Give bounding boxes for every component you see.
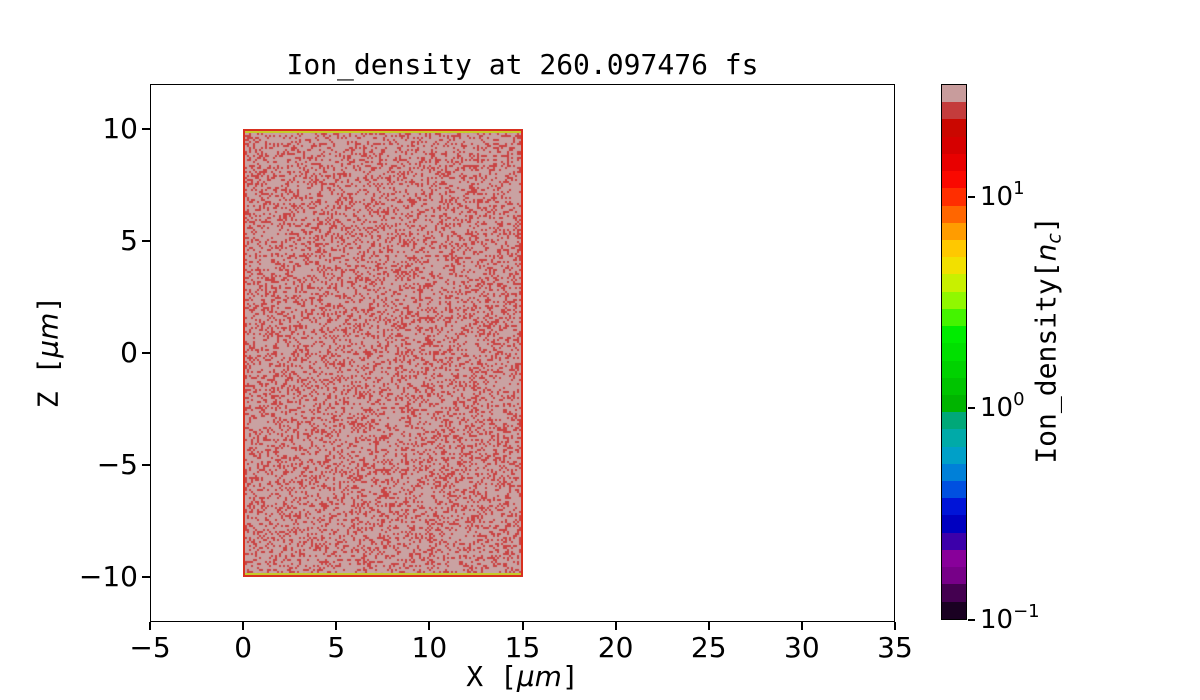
colorbar	[941, 84, 967, 620]
colorbar-band	[942, 446, 966, 464]
colorbar-band	[942, 429, 966, 447]
colorbar-band	[942, 119, 966, 137]
colorbar-tick-label: 10−1	[980, 601, 1040, 635]
y-axis-label-suffix: ]	[31, 295, 65, 313]
colorbar-band	[942, 360, 966, 378]
colorbar-band	[942, 291, 966, 309]
plasma-top-edge-stripe	[245, 131, 521, 133]
colorbar-band	[942, 498, 966, 516]
y-tick-mark	[142, 464, 150, 467]
x-tick-mark	[614, 622, 617, 630]
colorbar-band	[942, 308, 966, 327]
x-axis-label-prefix: X [	[466, 660, 517, 693]
colorbar-tick-base: 10	[980, 181, 1014, 212]
x-tick-label: 0	[234, 631, 253, 664]
x-tick-mark	[335, 622, 338, 630]
colorbar-band	[942, 412, 966, 430]
colorbar-tick-exponent: 0	[1013, 389, 1025, 411]
colorbar-band	[942, 549, 966, 568]
y-tick-label: 5	[120, 223, 138, 257]
x-tick-mark	[428, 622, 431, 630]
colorbar-tick-mark	[968, 195, 975, 198]
x-tick-label: 5	[327, 631, 346, 664]
colorbar-band	[942, 102, 966, 120]
colorbar-label-math-n: n	[1029, 243, 1063, 262]
y-tick-label: −5	[96, 447, 138, 481]
colorbar-label: Ion_density[nc]	[1029, 216, 1066, 464]
x-tick-mark	[800, 622, 803, 630]
colorbar-band	[942, 326, 966, 344]
colorbar-band	[942, 274, 966, 292]
x-tick-mark	[707, 622, 710, 630]
colorbar-tick-label: 101	[980, 178, 1025, 212]
y-tick-mark	[142, 239, 150, 242]
colorbar-band	[942, 85, 966, 103]
colorbar-tick-base: 10	[980, 605, 1014, 635]
colorbar-band	[942, 257, 966, 275]
y-tick-label: 10	[102, 111, 138, 145]
colorbar-band	[942, 584, 966, 602]
y-tick-mark	[142, 576, 150, 579]
colorbar-band	[942, 222, 966, 240]
x-tick-label: 25	[690, 631, 727, 664]
colorbar-band	[942, 205, 966, 223]
x-tick-label: 15	[504, 631, 541, 664]
colorbar-band	[942, 394, 966, 413]
colorbar-label-suffix: ]	[1029, 216, 1063, 234]
speckle-canvas	[245, 131, 521, 575]
colorbar-band	[942, 481, 966, 499]
colorbar-tick-exponent: 1	[1013, 177, 1025, 199]
y-tick-mark	[142, 127, 150, 130]
y-tick-mark	[142, 352, 150, 354]
y-tick-label: 0	[120, 335, 138, 369]
y-tick-label: −10	[78, 559, 138, 593]
colorbar-band	[942, 153, 966, 172]
colorbar-label-math-sub: c	[1043, 233, 1066, 244]
colorbar-tick-mark	[968, 619, 975, 621]
colorbar-band	[942, 343, 966, 361]
colorbar-band	[942, 136, 966, 154]
x-tick-mark	[894, 622, 896, 630]
colorbar-band	[942, 239, 966, 258]
colorbar-band	[942, 515, 966, 533]
colorbar-band	[942, 532, 966, 550]
x-tick-mark	[242, 622, 245, 630]
colorbar-label-prefix: Ion_density[	[1029, 261, 1063, 464]
plot-title: Ion_density at 260.097476 fs	[286, 48, 759, 81]
x-tick-mark	[521, 622, 524, 630]
colorbar-band	[942, 188, 966, 206]
x-tick-label: 20	[597, 631, 634, 664]
x-tick-label: −5	[129, 631, 171, 664]
colorbar-band	[942, 171, 966, 189]
x-axis-unit: μm	[516, 660, 562, 693]
colorbar-band	[942, 377, 966, 395]
x-tick-label: 10	[411, 631, 448, 664]
plasma-region	[243, 129, 523, 577]
colorbar-band	[942, 601, 966, 619]
colorbar-band	[942, 463, 966, 482]
colorbar-band	[942, 567, 966, 585]
plasma-bottom-edge-stripe	[245, 573, 521, 575]
x-tick-mark	[149, 622, 151, 630]
colorbar-tick-base: 10	[980, 393, 1014, 424]
x-tick-label: 30	[784, 631, 820, 664]
colorbar-tick-label: 100	[980, 389, 1025, 424]
x-axis-label-suffix: ]	[561, 660, 579, 693]
colorbar-tick-mark	[968, 407, 975, 410]
x-axis-label: X [μm]	[150, 660, 895, 693]
colorbar-tick-exponent: −1	[1013, 601, 1040, 622]
x-tick-label: 35	[877, 631, 913, 664]
